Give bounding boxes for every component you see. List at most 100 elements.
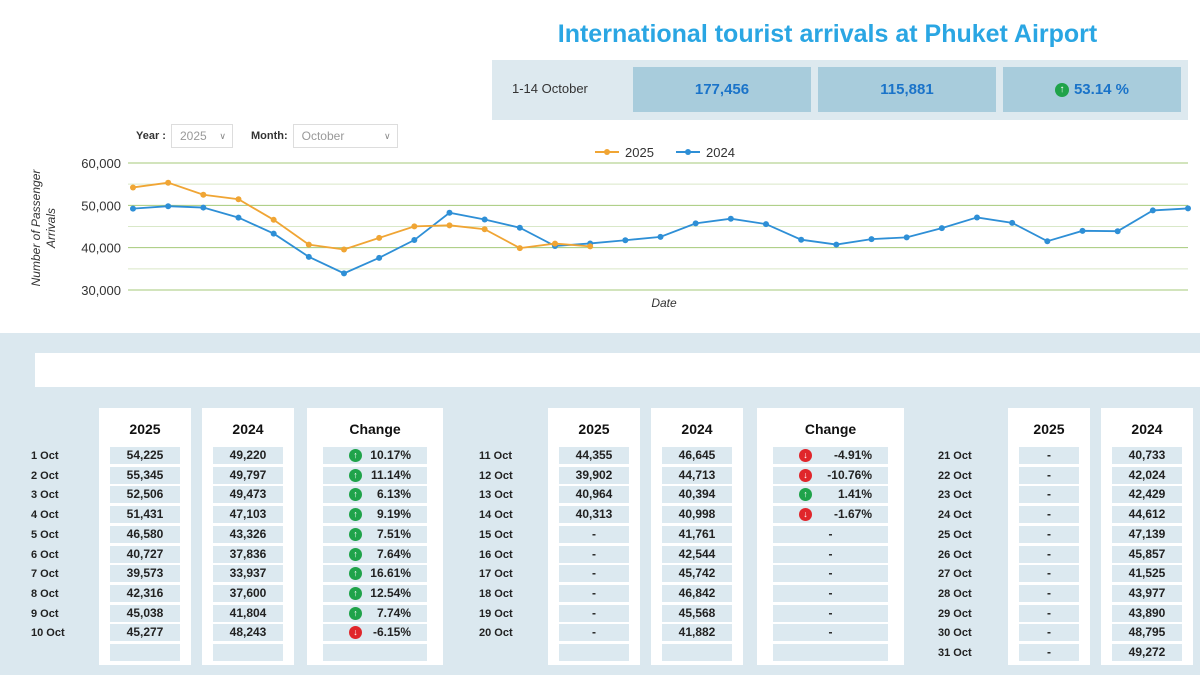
chevron-down-icon: ∨ (384, 130, 391, 141)
change-cell: ↓ -1.67% (773, 506, 888, 524)
data-point[interactable] (516, 224, 523, 231)
y-tick-label: 30,000 (81, 283, 121, 298)
row-date-label: 21 Oct (938, 450, 972, 462)
month-select-value: October (301, 129, 345, 143)
data-point[interactable] (974, 214, 980, 221)
data-point[interactable] (1149, 207, 1156, 214)
data-point[interactable] (446, 209, 453, 216)
table-cell: 40,727 (110, 545, 180, 563)
data-point[interactable] (1079, 227, 1086, 234)
change-value: 11.14% (370, 467, 411, 482)
row-date-label: 18 Oct (479, 587, 513, 600)
data-point[interactable] (305, 241, 312, 248)
chart-legend[interactable]: 2025 2024 (595, 145, 735, 160)
column-header: 2024 (232, 421, 264, 437)
data-point[interactable] (376, 254, 383, 261)
column-header: Change (804, 421, 857, 437)
legend-marker (685, 149, 691, 155)
table-2024-group-2: 2024 46,645 44,713 40,394 40,998 41,761 42,544… (651, 408, 743, 665)
table-2024-group-3: 2024 40,733 42,024 42,429 44,612 47,139 45,857… (1101, 408, 1193, 665)
legend-item-2025[interactable]: 2025 (595, 145, 654, 160)
table-cell: 47,139 (1112, 525, 1182, 543)
table-cell: 33,937 (213, 565, 283, 583)
row-date-label: 23 Oct (938, 489, 972, 502)
data-point[interactable] (903, 234, 910, 241)
data-point[interactable] (727, 215, 734, 222)
legend-label: 2025 (625, 145, 654, 160)
row-date-label: 1 Oct (31, 450, 59, 462)
data-point[interactable] (411, 237, 418, 244)
table-cell: - (559, 565, 629, 583)
data-point[interactable] (1044, 238, 1051, 245)
data-point[interactable] (200, 191, 207, 198)
legend-item-2024[interactable]: 2024 (676, 145, 735, 160)
row-date-label: 29 Oct (938, 607, 972, 620)
data-point[interactable] (376, 234, 383, 241)
data-point[interactable] (235, 196, 242, 203)
data-point[interactable] (200, 204, 207, 211)
change-value: -10.76% (827, 467, 872, 482)
table-cell: - (559, 525, 629, 543)
data-point[interactable] (763, 221, 769, 228)
data-point[interactable] (270, 230, 277, 237)
data-point[interactable] (798, 236, 805, 243)
data-point[interactable] (481, 226, 488, 233)
data-point[interactable] (305, 253, 312, 260)
data-point[interactable] (1114, 228, 1121, 235)
table-cell: 37,836 (213, 545, 283, 563)
table-cell: 49,220 (213, 447, 283, 464)
data-point[interactable] (446, 222, 453, 229)
row-date-label: 15 Oct (479, 528, 513, 541)
data-point[interactable] (692, 220, 699, 227)
table-cell: 45,742 (662, 565, 732, 583)
table-cell: 43,977 (1112, 584, 1182, 602)
table-cell: 45,277 (110, 624, 180, 642)
data-point[interactable] (270, 216, 277, 223)
arrow-up-icon: ↑ (349, 586, 362, 600)
table-cell: - (1019, 545, 1079, 563)
data-point[interactable] (341, 270, 347, 277)
table-cell: - (1019, 624, 1079, 642)
data-point[interactable] (833, 241, 840, 248)
table-cell: 41,882 (662, 624, 732, 642)
data-point[interactable] (130, 184, 136, 191)
change-cell: ↑ 11.14% (323, 466, 427, 484)
change-cell (323, 644, 427, 661)
data-point[interactable] (235, 214, 242, 221)
row-date-label: 16 Oct (479, 548, 513, 561)
y-axis-ticks: 30,000 40,000 50,000 60,000 (81, 156, 121, 298)
row-date-label: 19 Oct (479, 607, 513, 620)
change-cell: ↑ 12.54% (323, 584, 427, 602)
change-cell: - (773, 525, 888, 543)
data-point[interactable] (622, 237, 629, 244)
panel-header-bar (35, 353, 1200, 387)
legend-label: 2024 (706, 145, 735, 160)
data-point[interactable] (868, 236, 875, 243)
table-cell: 39,573 (110, 565, 180, 583)
data-point[interactable] (165, 179, 172, 186)
data-point[interactable] (657, 233, 664, 240)
arrow-down-icon: ↓ (799, 468, 812, 482)
data-point[interactable] (411, 223, 418, 230)
change-cell: ↑ 6.13% (323, 486, 427, 504)
table-cell: 40,394 (662, 486, 732, 504)
arrow-down-icon: ↓ (349, 626, 362, 640)
data-point[interactable] (938, 225, 945, 232)
month-select[interactable]: October ∨ (292, 124, 398, 148)
data-point[interactable] (341, 246, 347, 253)
data-point[interactable] (481, 216, 488, 223)
data-point[interactable] (516, 245, 523, 252)
row-date-label: 2 Oct (31, 469, 59, 482)
data-point[interactable] (130, 205, 136, 212)
table-2024-group-1: 2024 49,220 49,797 49,473 47,103 43,326 37,836… (202, 408, 294, 665)
change-cell: ↓ -6.15% (323, 624, 427, 642)
data-point[interactable] (165, 203, 172, 210)
data-point[interactable] (1185, 205, 1191, 212)
data-point[interactable] (552, 240, 558, 247)
year-select[interactable]: 2025 ∨ (170, 124, 233, 148)
data-point[interactable] (1009, 219, 1016, 226)
table-change-group-1: Change ↑ 10.17% ↑ 11.14% ↑ 6.13% ↑ 9.19% ↑ 7.51% ↑ 7… (307, 408, 443, 665)
change-cell: ↓ -10.76% (773, 466, 888, 484)
data-point[interactable] (587, 243, 594, 250)
table-cell: 41,804 (213, 604, 283, 622)
